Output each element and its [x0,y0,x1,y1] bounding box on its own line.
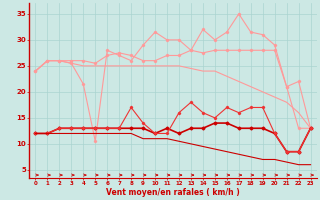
X-axis label: Vent moyen/en rafales ( km/h ): Vent moyen/en rafales ( km/h ) [106,188,240,197]
